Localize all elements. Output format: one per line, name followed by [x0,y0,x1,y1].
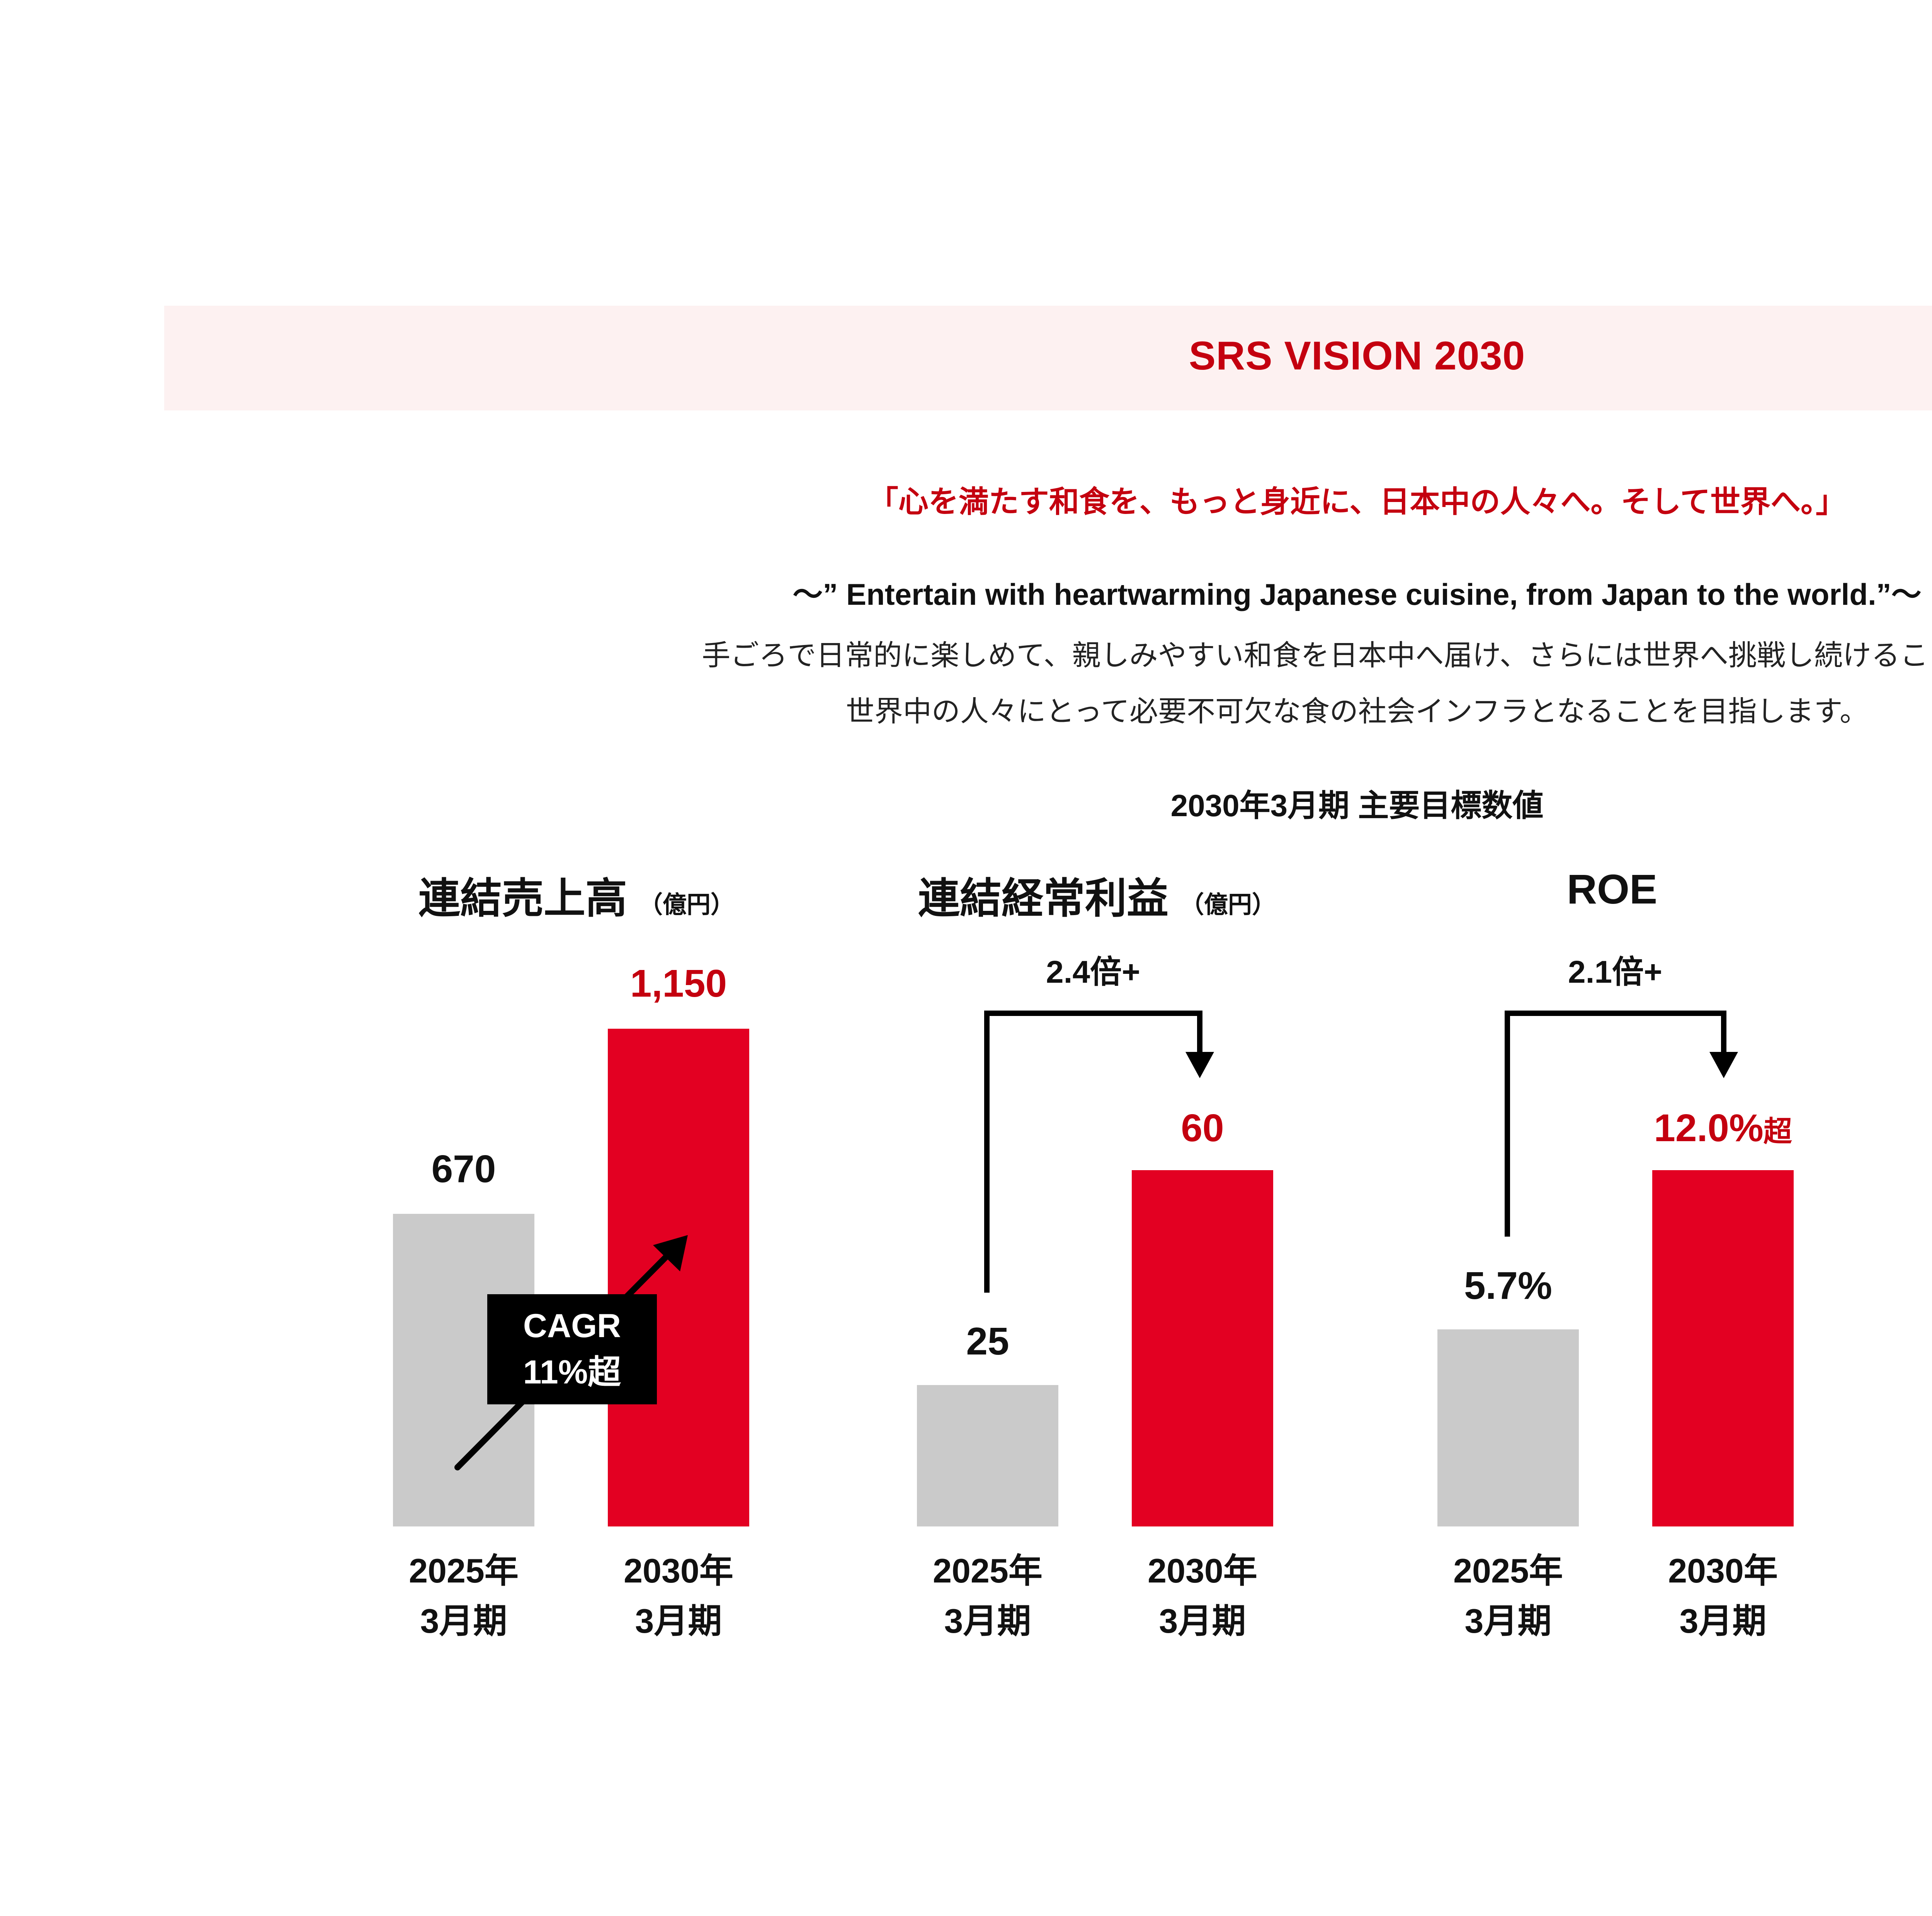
panel-title-text: 連結売上高 [418,875,627,922]
bar-value-2025: 5.7% [1464,1264,1552,1307]
panel-title-ordinary-profit: 連結経常利益 （億円） [918,865,1276,925]
period-label-2030: 2030年 3月期 [1668,1546,1778,1646]
period-month: 3月期 [420,1602,507,1640]
bar-value-2030: 12.0%超 [1654,1106,1792,1150]
bar-2030 [1132,1170,1273,1526]
tagline-english: 〜” Entertain with heartwarming Japanese … [793,577,1922,611]
period-label-2030: 2030年 3月期 [624,1546,733,1646]
cagr-label: CAGR [523,1307,621,1344]
period-year: 2030年 [624,1552,733,1590]
value-number: 12.0% [1654,1106,1764,1150]
panel-title-text: ROE [1566,866,1658,912]
period-year: 2025年 [1453,1552,1563,1590]
growth-multiplier: 2.1倍+ [1568,955,1662,990]
bar-2030 [608,1029,749,1526]
period-month: 3月期 [1159,1602,1246,1640]
panel-title-text: 連結経常利益 [918,875,1168,922]
cagr-annotation: CAGR 11%超 [487,1294,657,1404]
page-title: SRS VISION 2030 [1189,334,1526,378]
period-month: 3月期 [1679,1602,1767,1640]
bar-2030 [1652,1170,1794,1526]
tagline-japanese: 「心を満たす和食を、もっと身近に、日本中の人々へ。そして世界へ。」 [868,485,1846,519]
period-year: 2025年 [409,1552,519,1590]
period-label-2030: 2030年 3月期 [1148,1546,1257,1646]
title-banner [164,306,1932,410]
value-suffix: 超 [1763,1115,1792,1147]
period-month: 3月期 [1464,1602,1552,1640]
period-month: 3月期 [635,1602,722,1640]
period-month: 3月期 [944,1602,1031,1640]
period-label-2025: 2025年 3月期 [1453,1546,1563,1646]
description-line-1: 手ごろで日常的に楽しめて、親しみやすい和食を日本中へ届け、さらには世界へ挑戦し続… [702,639,1932,671]
panel-title-revenue: 連結売上高 （億円） [418,865,735,925]
period-label-2025: 2025年 3月期 [409,1546,519,1646]
period-year: 2025年 [933,1552,1043,1590]
bar-value-2030: 1,150 [630,962,727,1005]
panel-unit: （億円） [1180,892,1276,918]
section-heading: 2030年3月期 主要目標数値 [1170,788,1544,823]
cagr-value: 11%超 [523,1354,621,1391]
panel-unit: （億円） [639,892,735,918]
bar-value-2025: 670 [431,1147,496,1191]
bar-2025 [1437,1329,1579,1526]
period-year: 2030年 [1148,1552,1257,1590]
bar-value-2030: 60 [1181,1106,1224,1150]
bar-2025 [917,1385,1058,1526]
panel-title-roe: ROE [1567,865,1657,913]
description-line-2: 世界中の人々にとって必要不可欠な食の社会インフラとなることを目指します。 [845,695,1869,727]
bar-value-2025: 25 [966,1320,1009,1363]
period-label-2025: 2025年 3月期 [933,1546,1043,1646]
period-year: 2030年 [1668,1552,1778,1590]
growth-multiplier: 2.4倍+ [1046,955,1140,990]
